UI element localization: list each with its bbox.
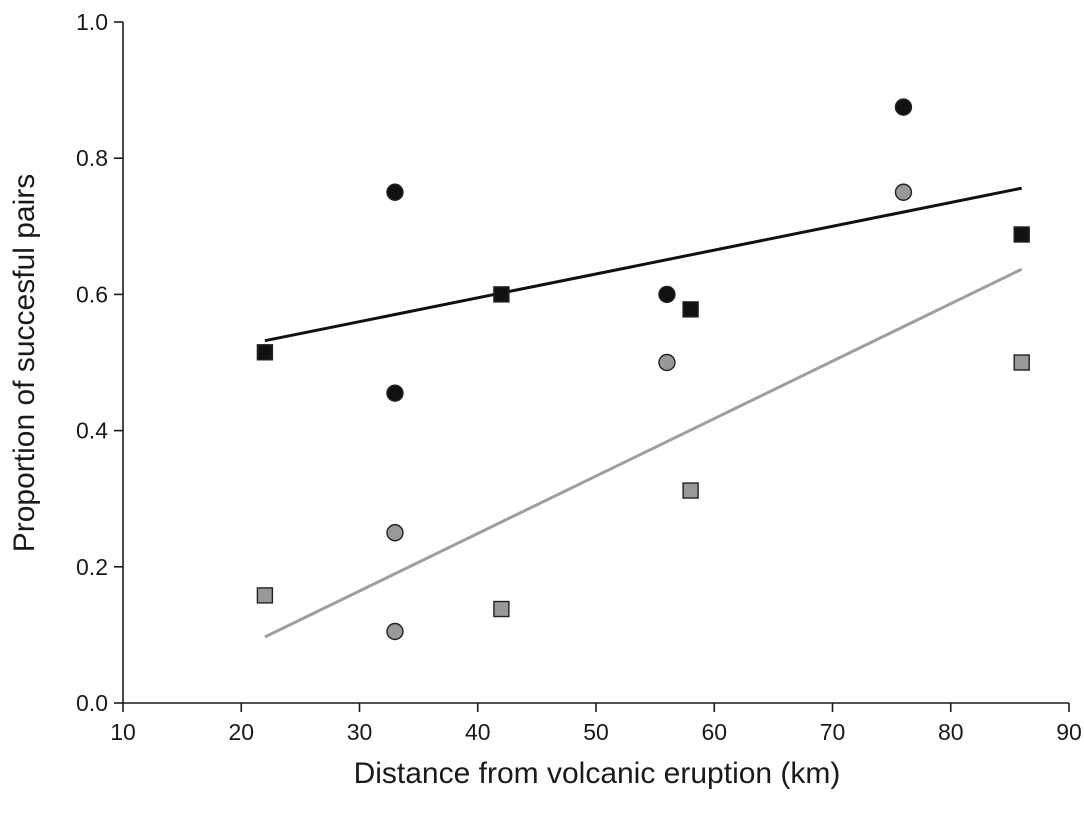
- y-tick-label: 0.6: [76, 281, 108, 307]
- x-tick-label: 50: [583, 719, 609, 745]
- x-tick-label: 20: [228, 719, 254, 745]
- data-point-black-circle: [386, 183, 404, 201]
- data-point-grey-square: [682, 482, 699, 499]
- data-point-grey-square: [256, 587, 274, 604]
- data-point-black-circle: [658, 285, 676, 304]
- data-point-black-square: [1013, 226, 1030, 243]
- trend-line-grey: [264, 267, 1023, 639]
- data-point-grey-square: [1013, 354, 1030, 371]
- y-tick-label: 1.0: [76, 9, 108, 35]
- trend-line-black: [264, 186, 1022, 343]
- x-tick-label: 90: [1056, 719, 1082, 745]
- x-tick-label: 80: [938, 719, 964, 745]
- y-tick-label: 0.4: [76, 418, 108, 444]
- x-tick-label: 40: [465, 719, 491, 745]
- data-point-black-square: [682, 301, 699, 318]
- y-tick-label: 0.0: [76, 690, 108, 716]
- y-tick-label: 0.8: [76, 145, 108, 171]
- data-point-grey-circle: [386, 524, 404, 542]
- data-point-grey-circle: [894, 183, 913, 201]
- data-point-black-square: [256, 344, 274, 361]
- x-axis-title: Distance from volcanic eruption (km): [354, 757, 841, 790]
- data-point-black-square: [493, 286, 510, 303]
- data-point-black-circle: [894, 98, 913, 116]
- x-tick-label: 10: [110, 719, 136, 745]
- axes: 10 20 30 40 50 60 70 80 90 0.0 0.2 0.4 0.6 0.8 1.0: [76, 9, 1082, 745]
- x-tick-label: 30: [347, 719, 373, 745]
- data-point-grey-square: [493, 600, 510, 618]
- x-tick-label: 60: [701, 719, 727, 745]
- data-points: [256, 98, 1030, 641]
- data-point-grey-circle: [386, 622, 404, 641]
- y-axis-title: Proportion of succesful pairs: [8, 174, 41, 553]
- data-point-grey-circle: [658, 353, 676, 372]
- y-tick-label: 0.2: [76, 554, 108, 580]
- trend-lines: [264, 186, 1023, 639]
- data-point-black-circle: [386, 384, 404, 402]
- x-tick-label: 70: [820, 719, 846, 745]
